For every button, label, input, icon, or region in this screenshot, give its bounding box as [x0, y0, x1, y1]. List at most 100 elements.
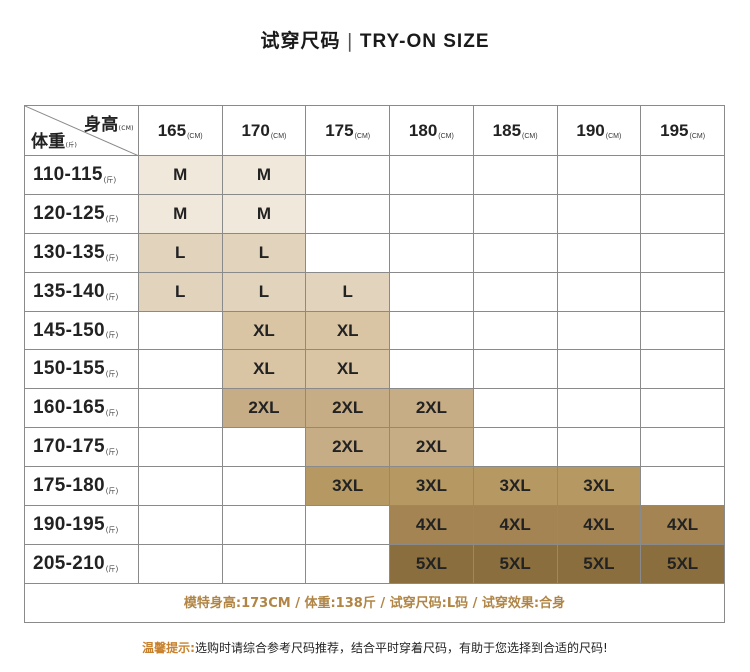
title-en: TRY-ON SIZE [359, 31, 490, 52]
size-cell [473, 194, 558, 234]
size-cell: XL [222, 311, 307, 351]
size-cell [473, 389, 558, 429]
size-cell [473, 311, 558, 351]
size-cell [222, 467, 307, 507]
table-row: 120-125 (斤) M M [25, 194, 725, 234]
weight-range-cell: 190-195 (斤) [25, 506, 139, 545]
table-row: 150-155 (斤) XL XL [25, 350, 725, 390]
height-header: 身高(CM) [83, 115, 134, 135]
size-cell: 5XL [390, 544, 474, 584]
size-cell [306, 233, 391, 273]
tip-text: 选购时请综合参考尺码推荐，结合平时穿着尺码，有助于您选择到合适的尺码! [194, 641, 608, 655]
size-cell [641, 350, 725, 390]
size-cell [138, 544, 223, 584]
size-cell [390, 156, 474, 195]
size-cell [557, 156, 642, 195]
size-cell: L [222, 233, 307, 273]
size-cell: M [222, 194, 307, 234]
size-cell: 2XL [390, 389, 474, 429]
size-cell [390, 350, 474, 390]
table-row: 170-175 (斤) 2XL 2XL [25, 428, 725, 468]
size-cell [473, 428, 558, 468]
size-cell: L [138, 233, 223, 273]
size-cell [138, 389, 223, 429]
height-col-195: 195 (CM) [641, 106, 725, 156]
size-cell: M [138, 156, 223, 195]
size-cell: 4XL [390, 506, 474, 545]
height-col-185: 185 (CM) [473, 106, 558, 156]
size-cell: M [138, 194, 223, 234]
table-row: 205-210 (斤) 5XL 5XL 5XL 5XL [25, 544, 725, 584]
size-cell: XL [306, 311, 391, 351]
size-chart-table: 身高(CM) 体重(斤) 165 (CM) 170 (CM) 175 (CM) 180… [24, 105, 725, 623]
size-cell [641, 467, 725, 507]
size-cell [641, 272, 725, 312]
weight-range-cell: 170-175 (斤) [25, 428, 139, 468]
size-cell [557, 272, 642, 312]
size-cell [390, 233, 474, 273]
size-cell: 2XL [306, 428, 391, 468]
weight-range-cell: 135-140 (斤) [25, 272, 139, 312]
size-cell [641, 233, 725, 273]
table-row: 145-150 (斤) XL XL [25, 311, 725, 351]
height-col-180: 180 (CM) [390, 106, 474, 156]
weight-range-cell: 205-210 (斤) [25, 544, 139, 584]
corner-cell: 身高(CM) 体重(斤) [25, 106, 139, 156]
size-cell [641, 156, 725, 195]
size-cell: 2XL [306, 389, 391, 429]
page-title: 试穿尺码 | TRY-ON SIZE [0, 26, 750, 53]
size-cell: 2XL [222, 389, 307, 429]
size-cell: XL [306, 350, 391, 390]
title-cn: 试穿尺码 [260, 30, 341, 52]
size-cell [138, 506, 223, 545]
size-cell [306, 544, 391, 584]
weight-range-cell: 175-180 (斤) [25, 467, 139, 507]
size-cell [222, 428, 307, 468]
size-cell [473, 272, 558, 312]
size-cell: 3XL [557, 467, 642, 507]
table-row: 110-115 (斤) M M [25, 156, 725, 195]
size-cell [138, 428, 223, 468]
weight-range-cell: 160-165 (斤) [25, 389, 139, 429]
size-cell: L [306, 272, 391, 312]
size-cell [306, 194, 391, 234]
size-cell [390, 272, 474, 312]
size-cell [138, 350, 223, 390]
corner-diagonal [25, 106, 138, 155]
size-cell [473, 156, 558, 195]
table-row: 135-140 (斤) L L L [25, 272, 725, 312]
size-cell [473, 233, 558, 273]
size-cell [641, 311, 725, 351]
header-row: 身高(CM) 体重(斤) 165 (CM) 170 (CM) 175 (CM) 180… [25, 106, 725, 156]
size-cell: M [222, 156, 307, 195]
table-row: 190-195 (斤) 4XL 4XL 4XL 4XL [25, 506, 725, 545]
tip-line: 温馨提示:选购时请综合参考尺码推荐，结合平时穿着尺码，有助于您选择到合适的尺码! [0, 639, 750, 656]
size-cell [390, 194, 474, 234]
size-cell [557, 428, 642, 468]
tip-label: 温馨提示: [142, 641, 195, 655]
size-cell [641, 428, 725, 468]
size-cell [557, 311, 642, 351]
size-cell [222, 544, 307, 584]
height-col-170: 170 (CM) [222, 106, 307, 156]
size-cell: 4XL [473, 506, 558, 545]
size-cell [641, 194, 725, 234]
model-info: 模特身高:173CM / 体重:138斤 / 试穿尺码:L码 / 试穿效果:合身 [24, 581, 725, 623]
size-cell [306, 156, 391, 195]
size-cell [473, 350, 558, 390]
size-cell: L [222, 272, 307, 312]
size-cell: 5XL [641, 544, 725, 584]
size-cell [306, 506, 391, 545]
table-row: 175-180 (斤) 3XL 3XL 3XL 3XL [25, 467, 725, 507]
weight-range-cell: 130-135 (斤) [25, 233, 139, 273]
size-cell: 4XL [641, 506, 725, 545]
size-cell: 5XL [473, 544, 558, 584]
size-cell: 3XL [390, 467, 474, 507]
size-cell [138, 311, 223, 351]
size-cell [641, 389, 725, 429]
size-cell [138, 467, 223, 507]
size-cell: 4XL [557, 506, 642, 545]
size-cell: 3XL [306, 467, 391, 507]
weight-range-cell: 145-150 (斤) [25, 311, 139, 351]
weight-header: 体重(斤) [31, 132, 78, 152]
